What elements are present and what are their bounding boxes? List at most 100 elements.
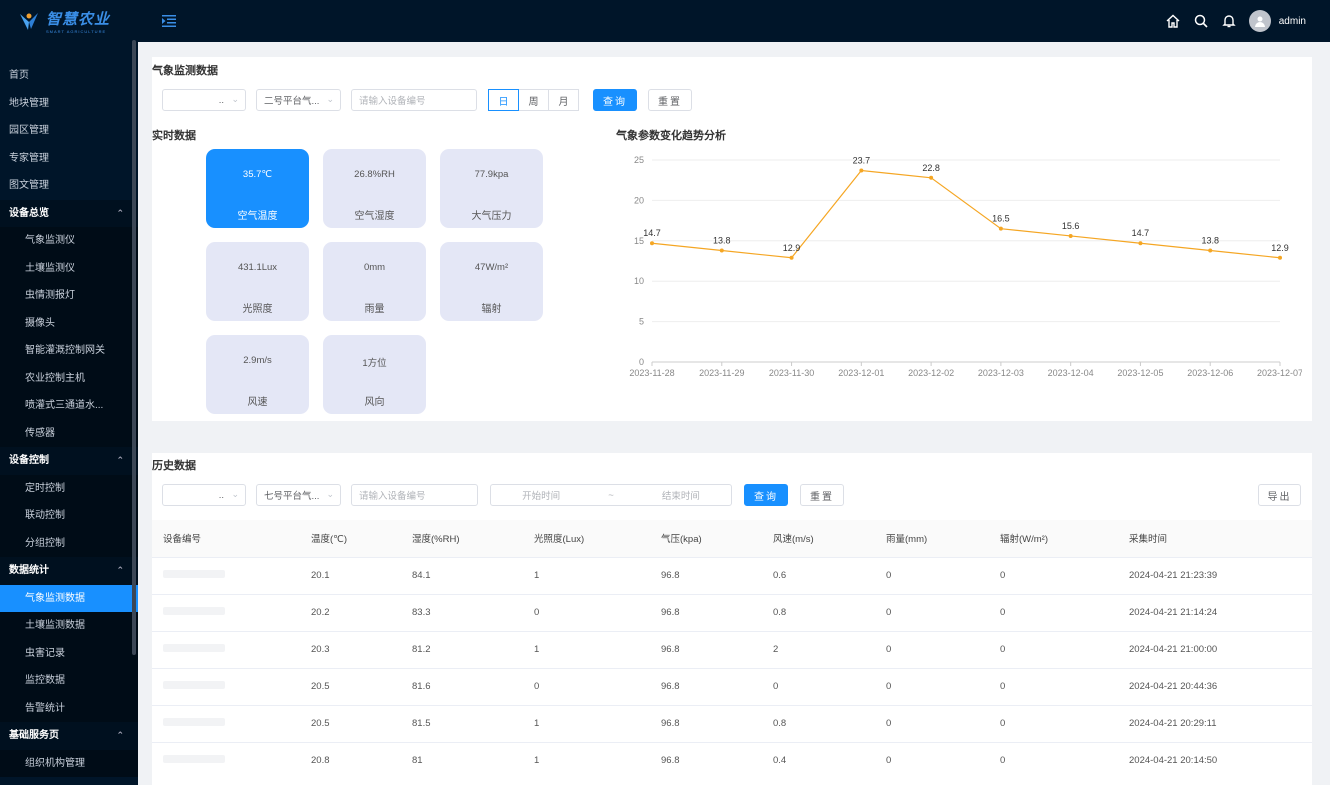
metric-card[interactable]: 47W/m² 辐射	[440, 242, 543, 321]
metric-card[interactable]: 1方位 风向	[323, 335, 426, 414]
redacted-device-id	[163, 644, 225, 652]
chevron-up-icon: ⌃	[116, 207, 124, 218]
x-tick-label: 2023-12-03	[978, 368, 1024, 378]
reset-button[interactable]: 重置	[648, 89, 692, 111]
sidebar-item[interactable]: 虫情测报灯	[0, 282, 138, 310]
table-cell: 1	[523, 556, 650, 594]
history-device-input[interactable]: 请输入设备编号	[351, 484, 478, 506]
table-row[interactable]: 20.5 81.5 1 96.8 0.8 0 0 2024-04-21 20:29:11	[152, 704, 1312, 742]
table-cell: 2024-04-21 20:29:11	[1118, 704, 1312, 742]
device-number-input[interactable]: 请输入设备编号	[351, 89, 477, 111]
sidebar-group[interactable]: 设备控制 ⌃	[0, 447, 138, 475]
table-cell: 2024-04-21 21:23:39	[1118, 556, 1312, 594]
x-tick-label: 2023-11-29	[699, 368, 744, 378]
x-tick-label: 2023-12-05	[1117, 368, 1163, 378]
sidebar-item[interactable]: 虫害记录	[0, 639, 138, 667]
logo-subtitle: SMART AGRICULTURE	[46, 29, 107, 34]
table-row[interactable]: 20.8 81 1 96.8 0.4 0 0 2024-04-21 20:14:50	[152, 741, 1312, 779]
sidebar-item[interactable]: 传感器	[0, 419, 138, 447]
table-cell: 81.5	[401, 704, 523, 742]
table-row[interactable]: 20.2 83.3 0 96.8 0.8 0 0 2024-04-21 21:14:24	[152, 593, 1312, 631]
leaf-logo-icon	[20, 13, 38, 30]
sidebar-group[interactable]: 设备总览 ⌃	[0, 199, 138, 227]
seg-month[interactable]: 月	[548, 89, 579, 111]
metric-value: 2.9m/s	[243, 355, 272, 366]
query-button[interactable]: 查询	[593, 89, 637, 111]
metric-card[interactable]: 77.9kpa 大气压力	[440, 149, 543, 228]
logo[interactable]: 智慧农业 SMART AGRICULTURE	[0, 0, 138, 42]
sidebar-group[interactable]: 数据统计 ⌃	[0, 557, 138, 585]
sidebar-item[interactable]: 喷灌式三通道水...	[0, 392, 138, 420]
sidebar-item[interactable]: 地块管理	[0, 90, 138, 118]
metric-card[interactable]: 0mm 雨量	[323, 242, 426, 321]
export-button[interactable]: 导出	[1258, 484, 1301, 506]
sidebar-item-label: 数据统计	[9, 565, 49, 576]
table-cell: 0	[875, 556, 989, 594]
sidebar-item[interactable]: 农业控制主机	[0, 364, 138, 392]
x-tick-label: 2023-12-07	[1257, 368, 1302, 378]
table-cell: 96.8	[650, 630, 762, 668]
table-row[interactable]: 20.3 81.2 1 96.8 2 0 0 2024-04-21 21:00:00	[152, 630, 1312, 668]
y-tick-label: 0	[639, 357, 644, 367]
sidebar-item[interactable]: 监控数据	[0, 667, 138, 695]
platform-select[interactable]: 二号平台气... ⌄	[256, 89, 341, 111]
sidebar-item[interactable]: 土壤监测仪	[0, 254, 138, 282]
seg-day[interactable]: 日	[488, 89, 519, 111]
table-cell: 0	[762, 667, 875, 705]
x-tick-label: 2023-12-04	[1048, 368, 1094, 378]
sidebar-item[interactable]: 土壤监测数据	[0, 612, 138, 640]
sidebar-group[interactable]: 基础服务页 ⌃	[0, 722, 138, 750]
table-cell: 0	[989, 667, 1118, 705]
metric-card[interactable]: 35.7℃ 空气温度	[206, 149, 309, 228]
sidebar-scrollbar[interactable]	[132, 40, 136, 655]
history-type-select[interactable]: .. ⌄	[162, 484, 246, 506]
menu-fold-icon[interactable]	[162, 14, 176, 28]
metric-card[interactable]: 2.9m/s 风速	[206, 335, 309, 414]
sidebar-item[interactable]: 摄像头	[0, 309, 138, 337]
date-range-picker[interactable]: 开始时间 ~ 结束时间	[490, 484, 732, 506]
sidebar-item-label: 土壤监测仪	[25, 262, 75, 274]
username[interactable]: admin	[1278, 15, 1306, 27]
home-icon[interactable]	[1165, 13, 1181, 29]
sidebar-item[interactable]: 分组控制	[0, 529, 138, 557]
table-cell: 83.3	[401, 593, 523, 631]
metric-card[interactable]: 26.8%RH 空气湿度	[323, 149, 426, 228]
series-line	[651, 169, 1281, 259]
table-cell: 20.1	[300, 556, 401, 594]
history-platform-select[interactable]: 七号平台气... ⌄	[256, 484, 341, 506]
bell-icon[interactable]	[1221, 13, 1237, 29]
sidebar-item[interactable]: 气象监测仪	[0, 227, 138, 255]
table-cell: 1	[523, 741, 650, 779]
table-row[interactable]: 20.1 84.1 1 96.8 0.6 0 0 2024-04-21 21:23:39	[152, 556, 1312, 594]
table-cell: 96.8	[650, 704, 762, 742]
search-icon[interactable]	[1193, 13, 1209, 29]
seg-week[interactable]: 周	[518, 89, 549, 111]
y-tick-label: 10	[634, 276, 644, 286]
metric-label: 空气湿度	[354, 211, 395, 222]
column-header: 温度(℃)	[300, 520, 401, 557]
table-row[interactable]: 20.5 81.6 0 96.8 0 0 0 2024-04-21 20:44:36	[152, 667, 1312, 705]
sidebar-item[interactable]: 专家管理	[0, 145, 138, 173]
history-reset-button[interactable]: 重置	[800, 484, 844, 506]
table-cell: 0	[989, 556, 1118, 594]
sidebar-item[interactable]: 智能灌溉控制网关	[0, 337, 138, 365]
sidebar-item[interactable]: 图文管理	[0, 172, 138, 200]
sidebar-item[interactable]: 联动控制	[0, 502, 138, 530]
type-select[interactable]: .. ⌄	[162, 89, 246, 111]
history-query-button[interactable]: 查询	[744, 484, 788, 506]
top-header: admin	[138, 0, 1330, 42]
sidebar-item[interactable]: 气象监测数据	[0, 584, 138, 612]
sidebar-item[interactable]: 定时控制	[0, 474, 138, 502]
sidebar-item[interactable]: 组织机构管理	[0, 749, 138, 777]
metric-label: 风向	[364, 397, 385, 408]
table-cell: 20.5	[300, 704, 401, 742]
avatar[interactable]	[1248, 10, 1271, 32]
sidebar-item[interactable]: 园区管理	[0, 117, 138, 145]
metric-label: 雨量	[364, 304, 385, 315]
sidebar-item[interactable]: 首页	[0, 62, 138, 90]
chevron-up-icon: ⌃	[116, 565, 124, 575]
sidebar-item-label: 首页	[9, 70, 29, 81]
sidebar-item[interactable]: 告警统计	[0, 694, 138, 722]
table-cell: 0	[523, 593, 650, 631]
metric-card[interactable]: 431.1Lux 光照度	[206, 242, 309, 321]
